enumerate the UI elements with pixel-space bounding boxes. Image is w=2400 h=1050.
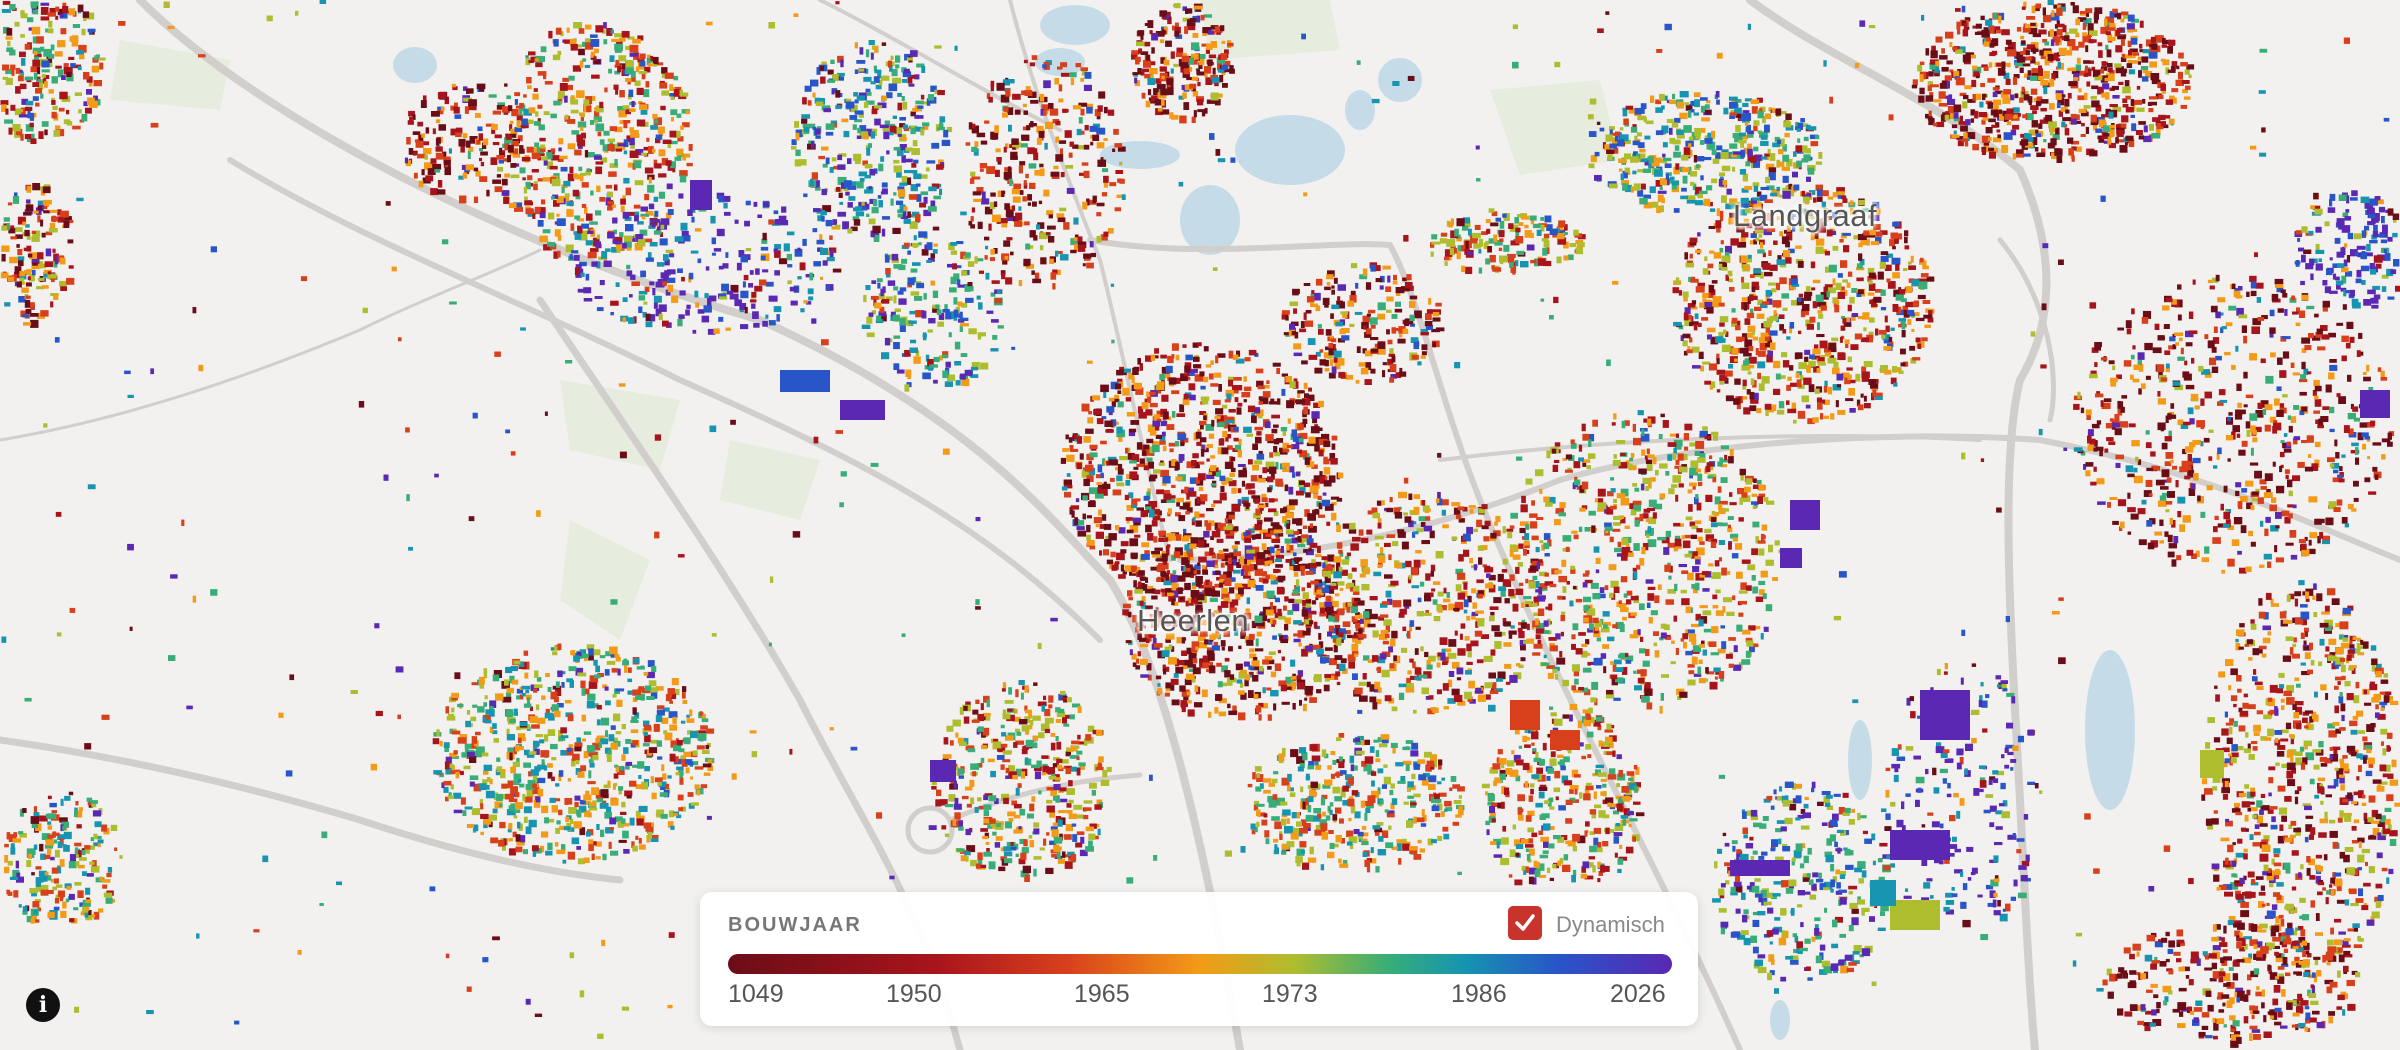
legend-panel: BOUWJAAR Dynamisch 1049 1950 1965 1973 1… bbox=[700, 892, 1698, 1026]
legend-tick: 2026 bbox=[1610, 980, 1666, 1008]
place-label-landgraaf: Landgraaf bbox=[1733, 198, 1878, 233]
place-label-heerlen: Heerlen bbox=[1137, 603, 1250, 638]
checkmark-icon bbox=[1515, 914, 1535, 931]
legend-tick: 1986 bbox=[1451, 980, 1507, 1008]
legend-colorbar bbox=[728, 954, 1672, 974]
info-button[interactable]: i bbox=[26, 988, 60, 1022]
dynamic-label[interactable]: Dynamisch bbox=[1556, 912, 1665, 937]
park-areas bbox=[110, 0, 1620, 640]
water-bodies bbox=[393, 5, 2135, 1040]
dynamic-checkbox[interactable] bbox=[1508, 906, 1542, 940]
info-icon: i bbox=[38, 992, 48, 1018]
legend-tick: 1049 bbox=[728, 980, 784, 1008]
legend-tick: 1950 bbox=[886, 980, 942, 1008]
legend-tick: 1965 bbox=[1074, 980, 1130, 1008]
legend-title: BOUWJAAR bbox=[728, 914, 862, 936]
legend-tick: 1973 bbox=[1262, 980, 1318, 1008]
